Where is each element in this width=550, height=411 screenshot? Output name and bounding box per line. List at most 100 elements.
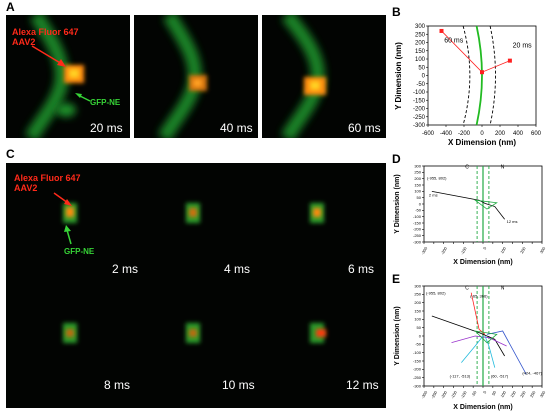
panel-d-y-tick-label-9: -150	[413, 220, 422, 225]
panel-e-x-tick-label-3: -150	[449, 389, 458, 399]
panel-b-y-tick-label-1: 250	[415, 32, 426, 38]
panel-b-boundary-right	[489, 25, 496, 126]
panel-e-x-tick-label-12: 300	[539, 389, 547, 398]
panel-c-time-1: 2 ms	[112, 262, 139, 276]
panel-b-y-tick-label-5: 50	[418, 65, 425, 71]
panel-e-trajectory-4	[461, 335, 484, 363]
panel-e-x-tick-label-1: -250	[430, 389, 439, 399]
panel-b-y-tick-label-7: -50	[416, 82, 425, 88]
panel-b-y-tick-label-6: 0	[422, 74, 426, 80]
panel-d-marks: C N (-955, 802) 2 ms 12 ms	[427, 165, 518, 242]
panel-d-trajectory-line	[431, 190, 505, 220]
panel-e-y-tick-label-3: 150	[414, 308, 421, 313]
panel-d-y-tick-label-3: 150	[414, 182, 421, 187]
panel-b-y-tick-label-11: -250	[413, 115, 426, 121]
panel-e-x-tick-label-4: -100	[459, 389, 468, 399]
panel-a-time-2: 40 ms	[220, 121, 253, 135]
panel-d-loop	[473, 199, 498, 210]
panel-a-time-1: 20 ms	[90, 121, 123, 135]
panel-b-y-tick-label-12: -300	[413, 123, 426, 129]
panel-d-y-tick-label-8: -100	[413, 214, 422, 219]
panel-d-x-tick-label-6: 0	[482, 245, 488, 250]
panel-c-time-3: 6 ms	[348, 262, 375, 276]
panel-e-side-label-n: N	[501, 285, 505, 291]
panel-d-y-tick-label-7: -50	[415, 208, 422, 213]
panel-b-y-tick-label-9: -150	[413, 98, 426, 104]
panel-e-x-tick-label-7: 50	[491, 389, 498, 396]
panel-b-x-tick-label-5: 400	[513, 131, 524, 137]
panel-d-start-label: (-955, 802)	[427, 175, 447, 180]
panel-e-point-label-4: (424, -467)	[522, 370, 542, 375]
panel-a-image-1	[24, 15, 84, 138]
panel-a-frame-3	[262, 15, 386, 138]
panel-d-x-tick-label-0: -300	[420, 245, 429, 255]
panel-letter-d: D	[392, 152, 401, 166]
panel-d-y-tick-label-6: 0	[419, 201, 422, 206]
panel-e-point-label-0: (-955, 802)	[426, 290, 446, 295]
panel-b-trajectory-point-1	[480, 70, 484, 75]
panel-c-time-6: 12 ms	[346, 378, 379, 392]
panel-d-x-ticks: -300 -200 -100 0 100 200 300	[420, 242, 547, 255]
panel-e-y-tick-label-10: -200	[413, 367, 422, 372]
panel-e-xlabel: X Dimension (nm)	[453, 404, 513, 411]
panel-d-x-tick-label-2: -200	[440, 245, 449, 255]
panel-d-y-tick-label-10: -200	[413, 227, 422, 232]
panel-d-y-tick-label-0: 300	[414, 163, 421, 168]
panel-b-annotation-20ms: 20 ms	[513, 42, 533, 49]
panel-e-y-tick-label-7: -50	[415, 342, 422, 347]
panel-b-chart: 300 250 200 150 100 50 0 -50 -100 -150 -200 -250 -30…	[394, 24, 542, 147]
panel-letter-c: C	[6, 147, 15, 161]
panel-c-time-5: 10 ms	[222, 378, 255, 392]
panel-c-time-2: 4 ms	[224, 262, 251, 276]
panel-d-ylabel: Y Dimension (nm)	[394, 174, 401, 233]
panel-e-x-tick-label-8: 100	[499, 389, 507, 398]
panel-b-y-tick-label-4: 100	[415, 57, 426, 63]
panel-a-image-3	[280, 15, 326, 138]
panel-b-trajectory-point-2	[507, 58, 512, 63]
panel-d-x-tick-label-8: 100	[499, 245, 507, 254]
panel-b-boundary-left	[462, 25, 471, 126]
panel-e-ylabel: Y Dimension (nm)	[394, 306, 401, 365]
panel-b-trajectory-point-0	[439, 28, 444, 33]
panel-e-trajectory-5	[484, 335, 496, 368]
panel-e-y-tick-label-12: -300	[413, 383, 422, 388]
panel-letter-b: B	[392, 5, 401, 19]
panel-b-x-ticks: -600 -400 -200 0 200 400 600	[422, 125, 542, 137]
panel-e-x-tick-label-11: 250	[529, 389, 537, 398]
panel-b-y-tick-label-3: 150	[415, 49, 426, 55]
panel-b-envelope-line	[475, 25, 483, 126]
panel-e-x-tick-label-9: 150	[509, 389, 517, 398]
panel-b-x-tick-label-6: 600	[531, 131, 542, 137]
panel-e-x-tick-label-0: -300	[420, 389, 429, 399]
panel-letter-e: E	[392, 272, 401, 286]
panel-b-y-tick-label-10: -200	[413, 107, 426, 113]
panel-d-time-label-2ms: 2 ms	[429, 192, 438, 197]
panel-c-time-4: 8 ms	[104, 378, 131, 392]
panel-b-ylabel: Y Dimension (nm)	[394, 42, 403, 110]
panel-e-x-tick-label-2: -200	[440, 389, 449, 399]
panel-b-x-tick-label-1: -400	[440, 131, 453, 137]
panel-letter-a: A	[6, 0, 15, 14]
panel-e-y-tick-label-4: 100	[414, 317, 421, 322]
panel-c-frame	[6, 163, 386, 408]
panel-a-red-label: Alexa Fluor 647 AAV2	[12, 27, 79, 47]
panel-d-y-tick-label-5: 50	[417, 195, 422, 200]
panel-c-red-arrow	[53, 192, 72, 206]
panel-a-frame-1	[6, 15, 130, 138]
panel-a-time-3: 60 ms	[348, 121, 381, 135]
panel-e-x-tick-label-10: 200	[519, 389, 527, 398]
panel-b-annotation-60ms: 60 ms	[444, 38, 464, 45]
panel-e-y-tick-label-1: 250	[414, 292, 421, 297]
panel-e-y-tick-label-6: 0	[419, 333, 422, 338]
panel-e-marks: C N (-955, 802) (-65, 366) (-117, -513) (60, …	[426, 285, 543, 386]
panel-d-chart: 300250200150100500-50-100-150-200-250-30…	[394, 163, 547, 266]
panel-e-x-ticks: -300 -250 -200 -150 -100 -50 0 50 100 150 200 250 30…	[420, 386, 547, 399]
panel-d-side-label-c: C	[465, 165, 469, 171]
panel-c-image	[63, 203, 326, 343]
panel-b-xlabel: X Dimension (nm)	[448, 138, 516, 147]
panel-e-trajectory-1	[470, 292, 486, 335]
panel-d-side-label-n: N	[501, 165, 505, 171]
panel-e-x-tick-label-6: 0	[482, 389, 488, 394]
panel-c-green-label: GFP-NE	[64, 247, 95, 256]
